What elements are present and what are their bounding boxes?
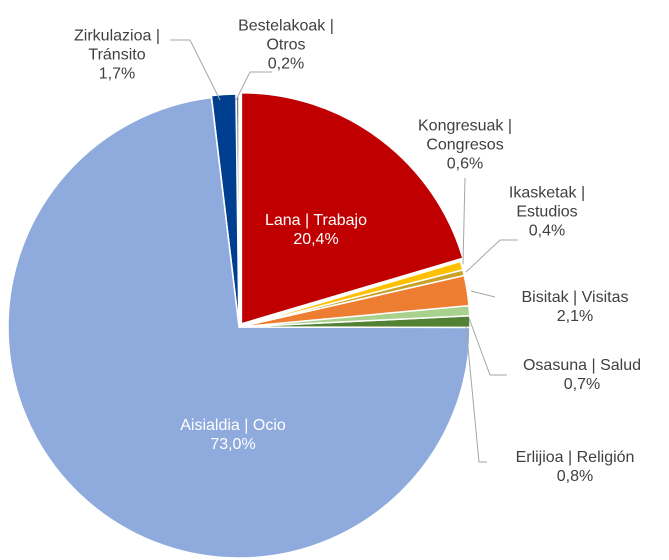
leader-line xyxy=(468,317,507,376)
leader-line xyxy=(465,239,518,273)
value-label: 0,2% xyxy=(267,55,305,73)
pie-slice xyxy=(238,260,464,328)
pie-slice xyxy=(240,92,464,325)
leader-line xyxy=(170,39,221,101)
category-label: Zirkulazioa | Tránsito xyxy=(74,27,160,64)
category-label: Erlijioa | Religión xyxy=(515,449,635,466)
leader-line xyxy=(470,290,496,298)
category-label: Aisialdia | Ocio xyxy=(180,417,286,434)
value-label: 0,8% xyxy=(556,468,594,485)
leader-line xyxy=(462,177,466,265)
category-label: Lana | Trabajo xyxy=(264,212,367,229)
slice-label: Bisitak | Visitas 2,1% xyxy=(485,288,665,326)
value-label: 0,7% xyxy=(563,376,601,393)
category-label: Bestelakoak | Otros xyxy=(238,17,334,54)
slice-label: Zirkulazioa | Tránsito 1,7% xyxy=(62,27,172,84)
slice-label: Erlijioa | Religión 0,8% xyxy=(485,448,665,486)
value-label: 20,4% xyxy=(293,231,339,248)
leader-line xyxy=(465,325,487,463)
slice-label: Kongresuak | Congresos 0,6% xyxy=(395,117,535,174)
value-label: 0,6% xyxy=(446,155,484,173)
leader-line xyxy=(235,71,272,101)
category-label: Osasuna | Salud xyxy=(522,357,641,374)
slice-label: Ikasketak | Estudios 0,4% xyxy=(492,184,602,241)
category-label: Bisitak | Visitas xyxy=(521,289,629,306)
value-label: 73,0% xyxy=(210,436,256,453)
slice-label: Bestelakoak | Otros 0,2% xyxy=(226,17,346,74)
category-label: Kongresuak | Congresos xyxy=(418,117,512,154)
slice-label: Lana | Trabajo 20,4% xyxy=(236,211,396,249)
slice-label: Osasuna | Salud 0,7% xyxy=(492,356,669,394)
leader-lines xyxy=(170,39,518,463)
slice-label: Aisialdia | Ocio 73,0% xyxy=(133,416,333,454)
value-label: 2,1% xyxy=(556,308,594,325)
value-label: 0,4% xyxy=(528,222,566,240)
value-label: 1,7% xyxy=(98,65,136,83)
category-label: Ikasketak | Estudios xyxy=(508,184,586,221)
pie-slice xyxy=(7,96,471,559)
